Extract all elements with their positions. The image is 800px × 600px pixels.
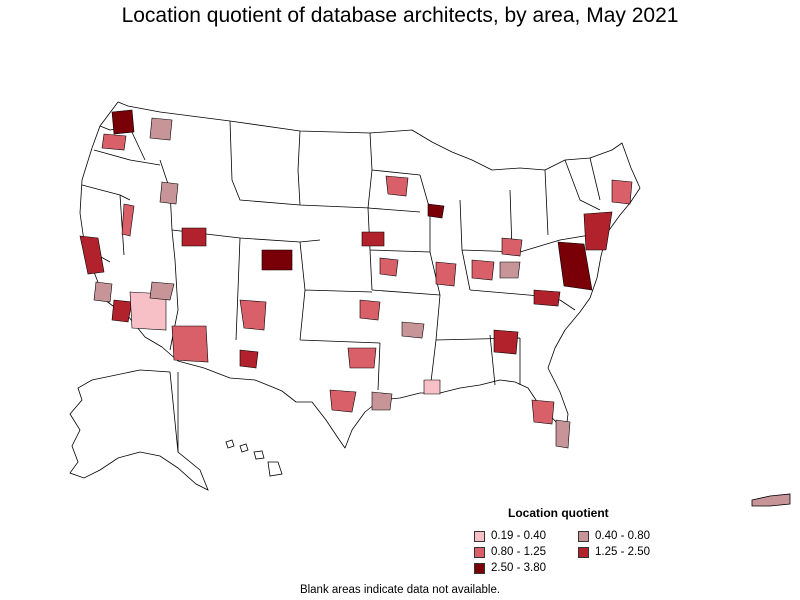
legend-swatch [474,562,485,574]
legend-item-2: 0.80 - 1.25 [474,546,546,558]
legend-swatch [578,546,589,558]
legend-item-3: 1.25 - 2.50 [578,546,650,558]
legend-item-4: 2.50 - 3.80 [474,562,546,574]
legend-label: 2.50 - 3.80 [491,562,546,574]
legend-item-1: 0.40 - 0.80 [578,530,650,542]
footnote: Blank areas indicate data not available. [299,584,501,596]
legend-item-0: 0.19 - 0.40 [474,530,546,542]
legend-label: 0.40 - 0.80 [595,530,650,542]
contiguous-us [79,101,641,449]
legend-swatch [578,530,589,542]
alaska [69,369,209,491]
lq-areas [79,109,633,449]
map-title: Location quotient of database architects… [121,4,679,27]
legend-label: 0.19 - 0.40 [491,530,546,542]
puerto-rico [751,493,791,507]
legend-title: Location quotient [508,506,609,520]
hawaii [225,439,283,477]
legend-swatch [474,546,485,558]
legend-swatch [474,530,485,542]
legend-label: 1.25 - 2.50 [595,546,650,558]
legend-label: 0.80 - 1.25 [491,546,546,558]
